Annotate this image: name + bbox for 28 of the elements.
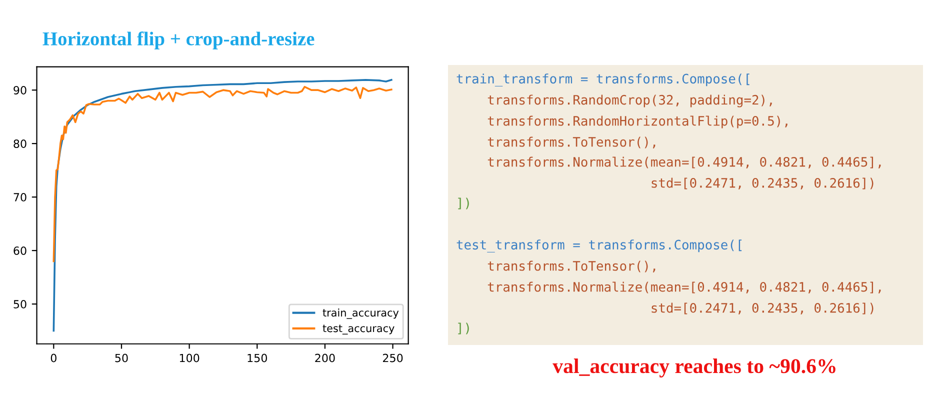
y-tick-label: 90 [14,86,26,94]
line-series [52,86,392,262]
legend-label: test_accuracy [322,324,394,334]
text: std=[0.2471, 0.2435, 0.2616]) [652,302,874,314]
text: transforms.Normalize(mean=[0.4914, 0.4821, 0.4465], [488,156,881,168]
legend-label: train_accuracy [322,308,399,319]
y-tick-label: 60 [14,246,26,255]
text: ]) [458,322,469,334]
text: train_transform = transforms.Compose([ [456,74,750,86]
text: std=[0.2471, 0.2435, 0.2616]) [652,178,874,190]
x-tick-label: 200 [315,354,335,362]
text: ]) [458,198,469,210]
y-tick-label: 50 [14,300,26,308]
text: transforms.ToTensor(), [488,136,656,148]
x-tick-label: 50 [115,354,128,362]
text: val_accuracy reaches to ~90.6% [552,358,836,378]
text: transforms.RandomHorizontalFlip(p=0.5), [488,116,788,128]
x-tick-label: 250 [382,354,403,362]
text: test_transform = transforms.Compose([ [456,240,742,252]
chart-title: Horizontal flip + crop-and-resize [42,32,314,50]
x-tick-label: 0 [50,354,56,362]
x-tick-label: 100 [180,354,200,362]
text: transforms.RandomCrop(32, padding=2), [488,94,772,108]
y-tick-label: 70 [14,193,26,202]
text: transforms.Normalize(mean=[0.4914, 0.4821, 0.4465], [488,282,881,294]
x-tick-label: 150 [248,354,268,362]
y-tick-label: 80 [14,140,26,148]
text: transforms.ToTensor(), [488,260,656,272]
